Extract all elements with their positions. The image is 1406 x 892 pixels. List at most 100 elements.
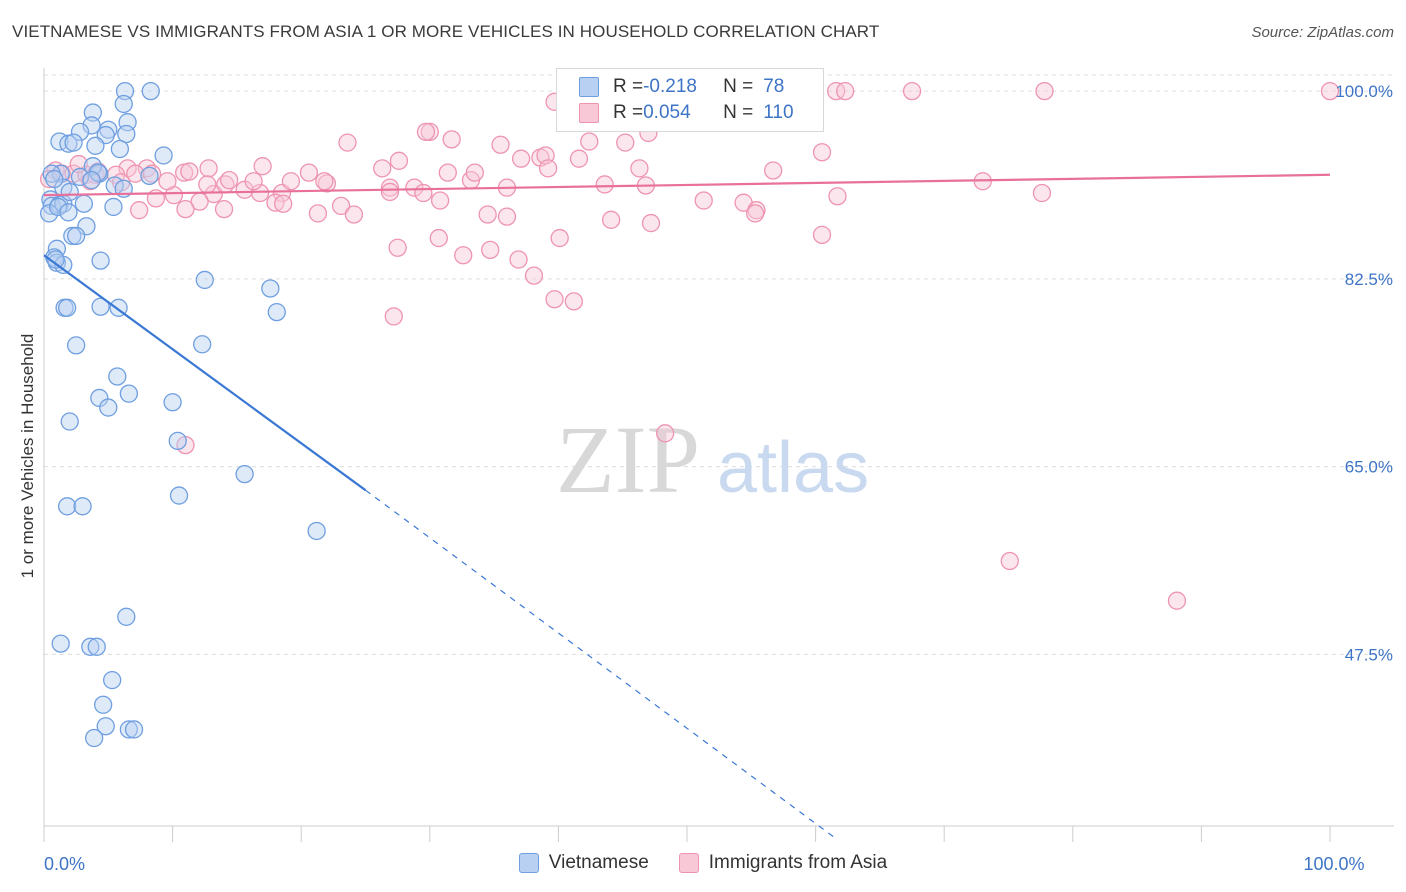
- n-label: N =: [723, 76, 754, 97]
- r-label: R =: [613, 102, 644, 123]
- source-credit: Source: ZipAtlas.com: [1251, 24, 1394, 41]
- tick-labels: 100.0% 82.5% 65.0% 47.5% 0.0% 100.0%: [44, 82, 1393, 874]
- vietnamese-point: [74, 194, 94, 213]
- n-value: 78: [763, 76, 785, 97]
- legend-item-vietnamese[interactable]: Vietnamese: [518, 852, 649, 874]
- asia-immigrant-point: [564, 292, 583, 311]
- asia-immigrant-point: [430, 191, 450, 210]
- grid-lines: [44, 74, 1394, 655]
- vietnamese-point: [168, 431, 187, 450]
- asia-immigrant-point: [812, 225, 832, 245]
- vietnamese-point: [103, 670, 122, 690]
- x-tick-label: 100.0%: [1303, 854, 1364, 874]
- asia-immigrant-point: [266, 193, 285, 212]
- y-tick-label: 65.0%: [1345, 458, 1393, 477]
- asia-immigrant-point: [281, 172, 301, 191]
- asia-immigrant-point: [538, 159, 558, 178]
- vietnamese-point: [119, 720, 139, 739]
- asia-immigrant-point: [420, 122, 439, 142]
- asia-immigrant-point: [746, 204, 765, 223]
- vietnamese-point: [64, 133, 83, 152]
- watermark-atlas: atlas: [717, 428, 869, 508]
- asia-immigrant-point: [244, 172, 263, 191]
- vietnamese-point: [141, 81, 160, 101]
- legend-item-immigrants-from-asia[interactable]: Immigrants from Asia: [678, 852, 888, 874]
- vietnamese-point: [110, 139, 130, 159]
- vietnamese-point: [70, 167, 90, 187]
- vietnamese-point: [114, 94, 133, 114]
- asia-immigrant-point: [384, 307, 403, 326]
- legend-row-immigrants-from-asia: R = 0.054 N = 110: [579, 101, 794, 125]
- y-tick-label: 82.5%: [1345, 270, 1393, 289]
- vietnamese-point: [82, 116, 101, 135]
- vietnamese-point: [87, 637, 106, 656]
- vietnamese-point: [267, 302, 286, 322]
- asia-immigrant-point: [429, 228, 448, 248]
- asia-immigrant-point: [416, 122, 436, 142]
- asia-immigrant-point: [764, 161, 783, 180]
- stats-legend: R = -0.218 N = 78 R = 0.054 N = 110: [556, 68, 824, 132]
- legend-label: Vietnamese: [548, 852, 649, 873]
- asia-immigrant-point: [836, 81, 855, 101]
- vietnamese-point: [117, 607, 136, 626]
- asia-immigrant-point: [130, 201, 149, 220]
- legend-row-vietnamese: R = -0.218 N = 78: [579, 75, 784, 99]
- asia-immigrant-point: [388, 238, 407, 257]
- asia-immigrant-point: [491, 135, 510, 154]
- asia-immigrant-point: [405, 178, 424, 197]
- asia-immigrant-point: [1320, 81, 1340, 101]
- asia-immigrant-point: [373, 159, 392, 178]
- asia-immigrant-point: [442, 130, 461, 149]
- asia-immigrant-point: [199, 159, 218, 178]
- vietnamese-point: [48, 197, 68, 217]
- asia-immigrant-point: [214, 199, 234, 219]
- y-tick-label: 100.0%: [1335, 82, 1393, 101]
- asia-immigrant-point: [511, 149, 531, 168]
- asia-immigrant-point: [641, 213, 661, 233]
- asia-immigrant-point: [274, 194, 293, 213]
- blue-swatch: [518, 853, 539, 873]
- asia-immigrant-point: [812, 143, 832, 162]
- vietnamese-point: [99, 398, 118, 417]
- legend-label: Immigrants from Asia: [708, 852, 888, 873]
- asia-immigrant-point: [1000, 551, 1019, 571]
- n-value: 110: [763, 102, 794, 123]
- asia-immigrant-point: [465, 163, 484, 182]
- y-axis-title: 1 or more Vehicles in Household: [18, 333, 37, 579]
- trend-lines: [43, 173, 1331, 839]
- watermark: ZIP atlas: [556, 406, 869, 513]
- vietnamese-trend-line: [43, 254, 367, 492]
- asia-immigrant-point: [331, 196, 351, 216]
- vietnamese-point: [169, 486, 189, 505]
- vietnamese-point: [60, 412, 79, 431]
- asia-immigrant-point: [569, 149, 589, 168]
- vietnamese-point: [104, 197, 123, 217]
- asia-immigrant-point: [1032, 183, 1052, 203]
- asia-immigrant-point: [1035, 81, 1054, 101]
- asia-immigrant-point: [344, 205, 364, 224]
- vietnamese-point: [39, 204, 59, 223]
- r-value: -0.218: [643, 76, 697, 97]
- asia-immigrant-point: [630, 159, 649, 178]
- asia-immigrant-point: [317, 174, 337, 193]
- asia-immigrant-point: [250, 183, 270, 203]
- vietnamese-point: [67, 336, 86, 355]
- asia-immigrant-point: [338, 133, 357, 152]
- blue-swatch: [579, 77, 599, 97]
- asia-immigrant-point: [438, 163, 457, 182]
- vietnamese-point: [59, 203, 78, 222]
- asia-immigrant-point: [481, 240, 500, 260]
- asia-immigrant-point: [158, 172, 177, 191]
- asia-immigrant-point: [616, 133, 635, 152]
- asia-immigrant-point: [454, 246, 473, 265]
- asia-immigrant-point: [180, 162, 199, 181]
- asia-immigrant-point: [580, 132, 599, 151]
- asia-immigrant-point: [655, 424, 675, 443]
- asia-immigrant-point: [389, 151, 409, 170]
- vietnamese-point: [235, 464, 254, 484]
- pink-swatch: [678, 853, 699, 873]
- series-vietnamese: [39, 81, 326, 748]
- vietnamese-point: [261, 279, 280, 298]
- vietnamese-point: [57, 497, 77, 516]
